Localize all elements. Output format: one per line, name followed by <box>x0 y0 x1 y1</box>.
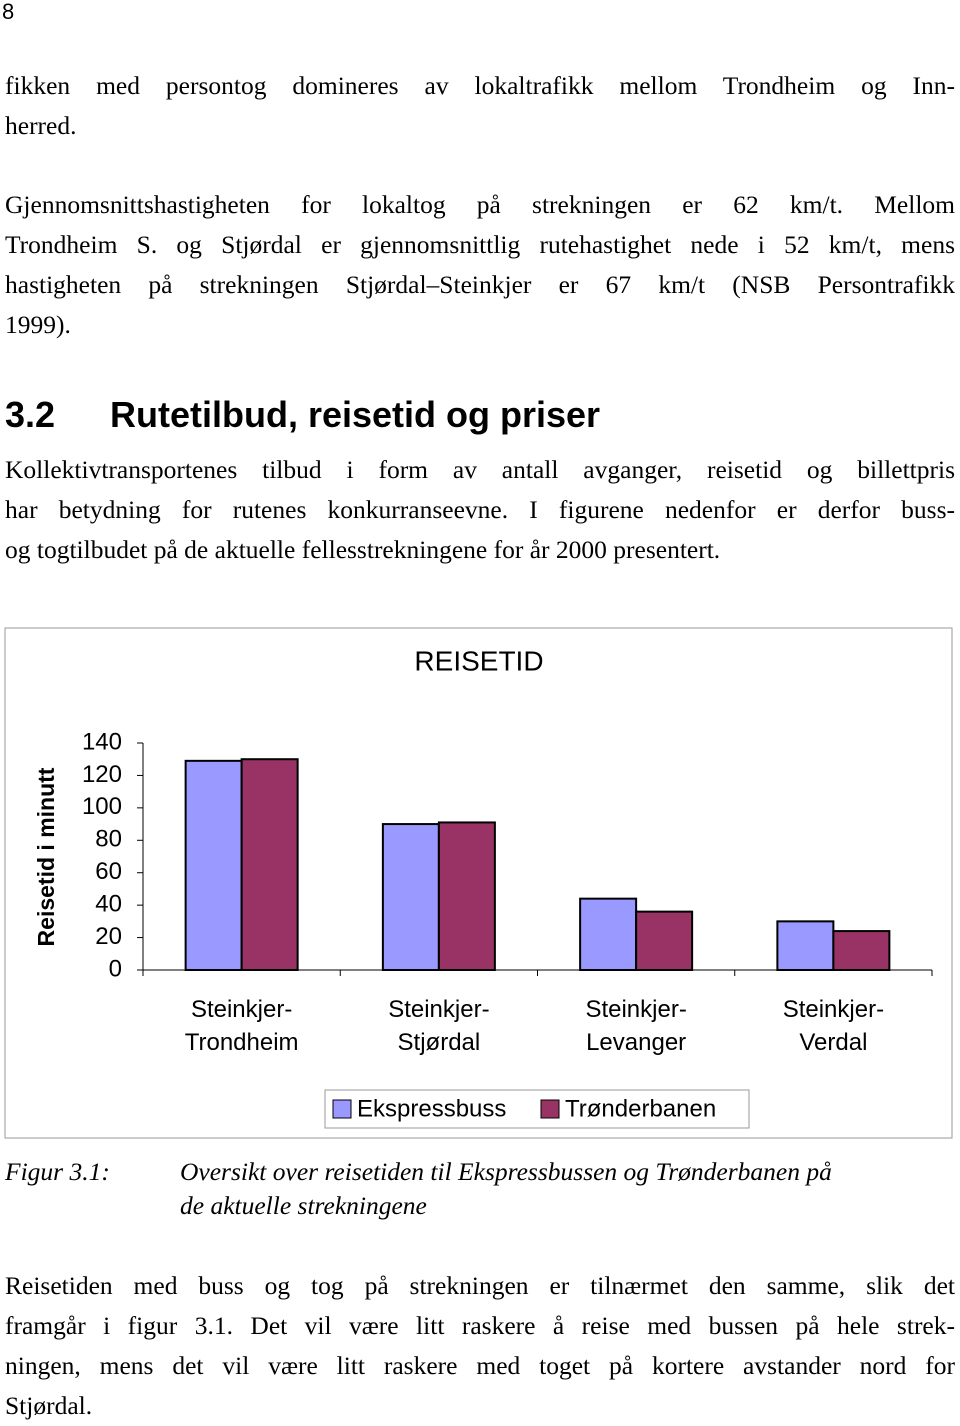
y-tick-label: 140 <box>82 728 122 755</box>
x-tick-label: Steinkjer- Stjørdal <box>388 996 490 1056</box>
paragraph-line: framgår i figur 3.1. Det vil være litt r… <box>5 1311 955 1340</box>
paragraph-line: herred. <box>5 111 77 140</box>
y-tick-label: 80 <box>95 826 122 853</box>
section-number: 3.2 <box>5 394 56 435</box>
legend-box <box>324 1089 750 1129</box>
x-tick-label: Steinkjer- Verdal <box>782 996 885 1056</box>
legend-swatch <box>332 1099 352 1119</box>
page-number: 8 <box>2 0 15 24</box>
bar <box>437 821 496 972</box>
paragraph-line: og togtilbudet på de aktuelle fellesstre… <box>5 535 721 564</box>
caption-line: Oversikt over reisetiden til Ekspressbus… <box>180 1157 832 1186</box>
bar <box>184 759 243 971</box>
y-axis-title: Reisetid i minutt <box>33 767 59 946</box>
bar <box>240 758 299 972</box>
bar <box>381 823 440 971</box>
paragraph-line: 1999). <box>5 310 71 339</box>
paragraph-line: Kollektivtransportenes tilbud i form av … <box>5 455 955 484</box>
legend-label: Trønderbanen <box>565 1095 716 1122</box>
y-tick-label: 100 <box>82 793 122 820</box>
legend-label: Ekspressbuss <box>357 1095 506 1122</box>
caption-line: de aktuelle strekningene <box>180 1191 427 1220</box>
paragraph-line: hastigheten på strekningen Stjørdal–Stei… <box>5 270 955 299</box>
caption-label: Figur 3.1: <box>5 1157 110 1186</box>
paragraph-line: Gjennomsnittshastigheten for lokaltog på… <box>5 190 955 219</box>
bar <box>635 910 694 972</box>
paragraph-line: fikken med persontog domineres av lokalt… <box>5 71 955 100</box>
y-tick-label: 0 <box>109 955 122 982</box>
x-tick-label: Steinkjer- Trondheim <box>184 996 299 1056</box>
y-tick-label: 20 <box>95 923 122 950</box>
y-tick-label: 60 <box>95 858 122 885</box>
paragraph-line: ningen, mens det vil være litt raskere m… <box>5 1351 955 1380</box>
legend-swatch <box>540 1099 560 1119</box>
bar <box>579 897 638 972</box>
paragraph-line: har betydning for rutenes konkurranseevn… <box>5 495 955 524</box>
y-tick-label: 40 <box>95 890 122 917</box>
bar <box>776 920 835 971</box>
x-tick-label: Steinkjer- Levanger <box>585 996 687 1056</box>
paragraph-line: Reisetiden med buss og tog på strekninge… <box>5 1271 955 1300</box>
section-title: Rutetilbud, reisetid og priser <box>110 394 601 435</box>
paragraph-line: Trondheim S. og Stjørdal er gjennomsnitt… <box>5 230 955 259</box>
paragraph-line: Stjørdal. <box>5 1391 93 1420</box>
y-tick-label: 120 <box>82 761 122 788</box>
bar <box>832 930 891 971</box>
chart-title: REISETID <box>414 645 543 676</box>
